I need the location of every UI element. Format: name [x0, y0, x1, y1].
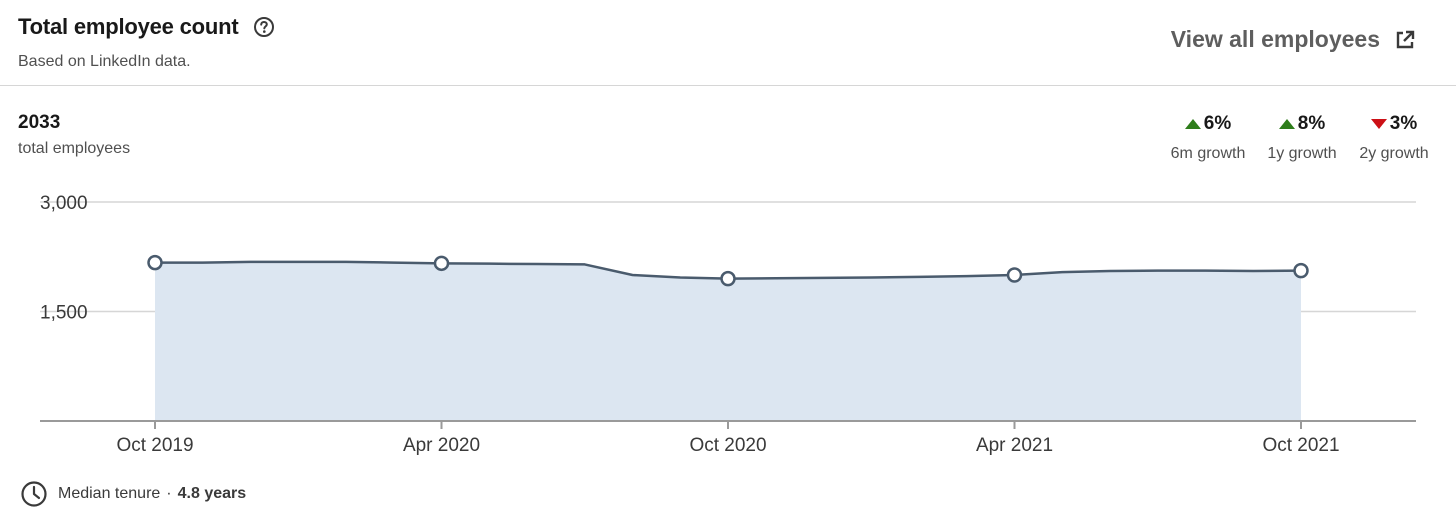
total-label: total employees [18, 140, 131, 157]
growth-2y: 3% 2y growth [1352, 113, 1436, 163]
growth-label: 2y growth [1359, 145, 1429, 162]
data-point [433, 255, 450, 272]
arrow-up-icon [1184, 119, 1201, 129]
growth-value: 6% [1203, 113, 1232, 134]
total-value: 2033 [18, 112, 61, 133]
y-tick-label: 1,500 [40, 303, 88, 324]
growth-value: 3% [1389, 113, 1418, 134]
data-point [147, 254, 163, 271]
x-tick-label: Apr 2021 [976, 435, 1053, 456]
separator: · [166, 485, 172, 502]
employee-count-chart: 3,000 1,500 Oct 2019 Apr 2020 Oct 2020 Apr 20… [40, 193, 1416, 456]
area-fill [155, 261, 1301, 421]
median-tenure: Median tenure · 4.8 years [20, 480, 246, 508]
arrow-down-icon [1370, 119, 1387, 129]
growth-6m: 6% 6m growth [1164, 113, 1252, 163]
external-link-icon[interactable] [1394, 29, 1416, 51]
card-header: Total employee count Based on LinkedIn d… [0, 0, 1456, 86]
total-employees: 2033 total employees [18, 112, 130, 158]
clock-icon [20, 480, 48, 508]
growth-label: 6m growth [1170, 145, 1246, 162]
x-tick-label: Oct 2019 [116, 435, 193, 456]
question-circle-icon[interactable] [253, 16, 275, 38]
view-all-label[interactable]: View all employees [1170, 26, 1380, 52]
x-tick-label: Oct 2020 [689, 435, 766, 456]
arrow-up-icon [1278, 119, 1295, 129]
subtitle: Based on LinkedIn data. [18, 53, 191, 70]
title-row: Total employee count [18, 14, 275, 40]
growth-value: 8% [1297, 113, 1326, 134]
median-tenure-value: 4.8 years [177, 485, 247, 502]
x-tick-label: Apr 2020 [403, 435, 480, 456]
data-point [1293, 262, 1309, 279]
page-title: Total employee count [18, 14, 239, 39]
x-tick-label: Oct 2021 [1262, 435, 1339, 456]
y-tick-label: 3,000 [40, 193, 88, 214]
data-point [1006, 267, 1023, 283]
growth-1y: 8% 1y growth [1262, 113, 1342, 163]
median-tenure-label: Median tenure [58, 485, 161, 502]
growth-label: 1y growth [1267, 145, 1337, 162]
data-point [720, 270, 736, 287]
view-all-employees-link[interactable]: View all employees [1171, 26, 1416, 53]
